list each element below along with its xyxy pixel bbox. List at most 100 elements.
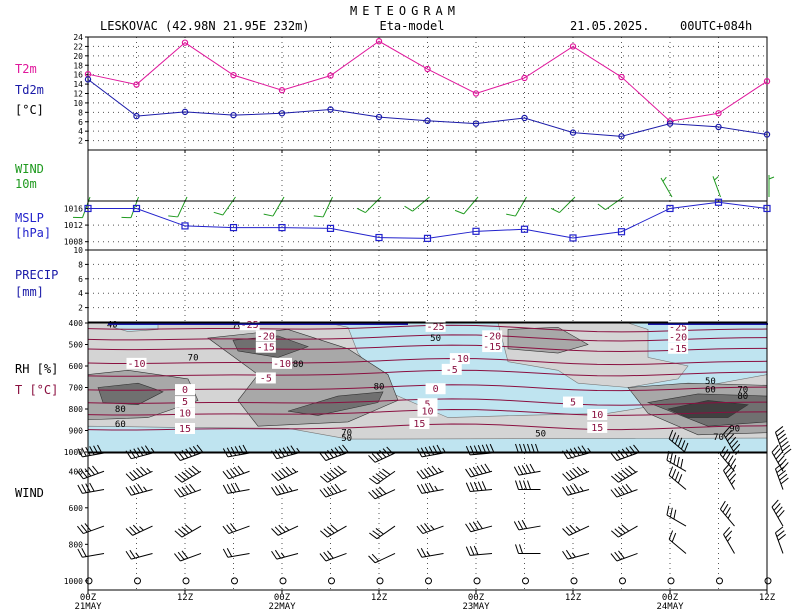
isotherm-label: -5 — [260, 373, 272, 384]
barb-half-feather — [143, 486, 148, 492]
panel-frame — [87, 36, 768, 151]
upper-wind-barb — [416, 482, 444, 494]
barb-feather — [427, 466, 435, 475]
barb-feather — [671, 432, 677, 442]
barb-feather — [624, 467, 633, 475]
barb-feather — [375, 473, 384, 480]
barb-feather — [581, 445, 588, 454]
barb-feather — [77, 448, 83, 458]
rh-contour-label: 70 — [713, 433, 724, 443]
upper-wind-barb — [515, 480, 541, 491]
barb-feather — [333, 467, 342, 475]
barb-feather — [725, 466, 733, 475]
time-date-label: 22MAY — [268, 602, 296, 612]
isotherm-label-bg — [272, 357, 292, 369]
td2m-point — [133, 112, 140, 120]
barb-feather — [424, 483, 431, 493]
upper-wind-barb — [222, 548, 250, 558]
barb-feather — [674, 434, 680, 445]
time-tick-label: 12Z — [371, 593, 388, 603]
rh-contour-label: 50 — [430, 334, 441, 344]
chart-title: METEOGRAM — [350, 4, 460, 18]
barb-feather — [177, 473, 186, 481]
barb-feather — [234, 482, 241, 492]
panel-frame — [87, 452, 768, 591]
barb-feather — [85, 446, 91, 456]
barb-half-feather — [571, 552, 576, 558]
isotherm-label: 0 — [182, 385, 188, 396]
upper-wind-barb — [368, 553, 396, 564]
isotherm-label-bg — [175, 407, 195, 419]
t2m-point — [763, 78, 771, 85]
upper-wind-barb — [77, 465, 105, 480]
barb-feather — [719, 446, 726, 455]
upper-wind-barb — [174, 465, 202, 483]
barb-feather — [342, 444, 349, 453]
barb-shaft — [422, 525, 444, 535]
upper-wind-barb — [416, 523, 444, 535]
mslp-point — [84, 204, 92, 213]
y-tick-label: 1008 — [64, 238, 83, 247]
barb-feather — [465, 546, 471, 556]
td2m-label: Td2m — [15, 83, 44, 97]
upper-wind-barb — [465, 443, 495, 456]
barb-feather — [89, 446, 95, 455]
barb-feather — [628, 465, 637, 473]
upper-wind-barb — [416, 444, 446, 458]
calm-wind-marker — [667, 577, 675, 585]
upper-wind-barb — [562, 483, 590, 496]
barb-feather — [222, 525, 230, 534]
calm-wind-marker — [473, 577, 481, 585]
barb-half-feather — [139, 526, 144, 531]
barb-feather — [517, 465, 524, 475]
barb-feather — [621, 485, 629, 494]
barb-shaft — [618, 525, 638, 538]
barb-feather — [618, 450, 625, 459]
barb-feather — [274, 526, 283, 535]
wind-10m-barb — [356, 196, 382, 214]
barb-feather — [469, 482, 475, 492]
barb-shaft — [374, 553, 396, 564]
barb-feather — [676, 456, 680, 467]
barb-half-feather — [430, 525, 435, 530]
time-tick-label: 00Z — [468, 593, 485, 603]
barb-feather — [144, 445, 151, 454]
barb-feather — [375, 528, 384, 535]
isotherm-label: -25 — [241, 320, 259, 331]
upper-wind-barb — [719, 500, 735, 527]
isotherm-label-bg — [417, 405, 438, 417]
mslp-point — [472, 227, 480, 235]
barb-feather — [88, 466, 95, 475]
barb-feather — [89, 482, 95, 492]
barb-feather — [319, 553, 327, 562]
barb-feather — [476, 465, 483, 475]
isotherm-label-bg — [425, 383, 446, 395]
barb-feather — [779, 437, 788, 444]
barb-shaft — [222, 196, 236, 216]
barb-shaft — [130, 196, 139, 218]
barb-feather — [416, 448, 423, 458]
barb-feather — [569, 469, 577, 478]
barb-half-feather — [768, 176, 775, 180]
upper-wind-barb — [562, 549, 590, 560]
isotherm-line — [87, 369, 768, 377]
barb-feather — [719, 500, 726, 510]
barb-shaft — [322, 196, 333, 218]
y-tick-label: 600 — [69, 362, 84, 371]
barb-shaft — [666, 514, 687, 527]
barb-feather — [614, 473, 623, 481]
barb-shaft — [616, 489, 638, 498]
y-tick-label: 400 — [69, 319, 84, 328]
barb-feather — [771, 444, 779, 453]
barb-feather — [523, 443, 527, 454]
barb-feather — [382, 468, 391, 476]
y-tick-label: 24 — [73, 33, 83, 42]
barb-feather — [611, 530, 619, 538]
barb-feather — [233, 466, 241, 475]
barb-feather — [222, 548, 229, 558]
barb-feather — [776, 429, 785, 437]
barb-half-feather — [135, 552, 140, 558]
barb-feather — [263, 213, 274, 217]
barb-shaft — [666, 459, 687, 472]
barb-feather — [420, 469, 427, 478]
